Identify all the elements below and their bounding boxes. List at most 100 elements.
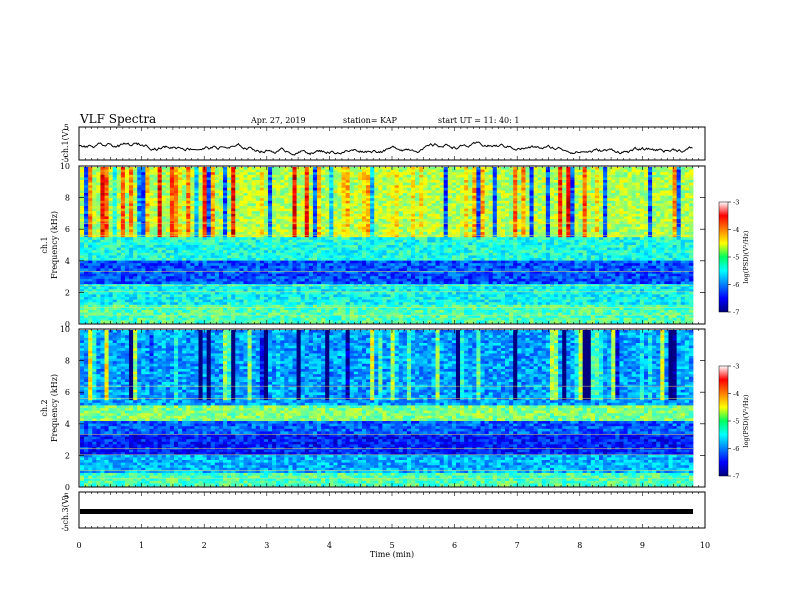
spectrogram-cell	[402, 180, 408, 183]
spectrogram-cell	[88, 203, 93, 207]
spectrogram-cell	[398, 200, 404, 204]
spectrogram-cell	[165, 245, 171, 248]
spectrogram-cell	[255, 232, 261, 235]
spectrogram-cell	[267, 239, 273, 243]
spectrogram-cell	[386, 239, 391, 243]
spectrogram-cell	[325, 219, 330, 222]
spectrogram-cell	[239, 245, 244, 248]
spectrogram-cell	[321, 258, 326, 261]
spectrogram-cell	[267, 213, 273, 217]
spectrogram-cell	[133, 299, 138, 303]
spectrogram-cell	[227, 307, 232, 311]
spectrogram-cell	[112, 291, 118, 295]
spectrogram-cell	[190, 299, 195, 303]
spectrogram-cell	[296, 245, 302, 248]
spectrogram-cell	[292, 187, 297, 191]
spectrogram-cell	[394, 198, 400, 202]
spectrogram-cell	[300, 174, 306, 178]
spectrogram-cell	[398, 291, 404, 295]
spectrogram-cell	[169, 278, 175, 282]
spectrogram-cell	[194, 208, 199, 212]
spectrogram-cell	[259, 190, 265, 194]
spectrogram-cell	[337, 239, 342, 243]
spectrogram-cell	[227, 297, 232, 300]
spectrogram-cell	[133, 208, 138, 212]
spectrogram-cell	[92, 317, 97, 321]
spectrogram-cell	[104, 258, 110, 261]
spectrogram-cell	[120, 211, 126, 215]
spectrogram-cell	[161, 263, 167, 267]
spectrogram-cell	[223, 174, 228, 178]
spectrogram-cell	[374, 190, 379, 194]
spectrogram-cell	[370, 245, 375, 248]
spectrogram-cell	[243, 190, 248, 194]
spectrogram-cell	[321, 232, 326, 235]
spectrogram-cell	[223, 224, 228, 228]
spectrogram-cell	[141, 219, 146, 222]
spectrogram-cell	[251, 286, 257, 290]
spectrogram-cell	[402, 310, 408, 313]
spectrogram-cell	[214, 312, 220, 316]
spectrogram-cell	[325, 268, 330, 272]
spectrogram-cell	[398, 206, 404, 209]
spectrogram-cell	[296, 252, 302, 256]
spectrogram-cell	[129, 226, 134, 230]
spectrogram-cell	[321, 271, 326, 274]
spectrogram-cell	[296, 273, 302, 277]
spectrogram-cell	[108, 273, 114, 277]
spectrogram-cell	[304, 289, 310, 293]
spectrogram-cell	[243, 208, 248, 212]
spectrogram-cell	[296, 294, 302, 298]
spectrogram-cell	[239, 304, 244, 308]
spectrogram-cell	[88, 239, 93, 243]
spectrogram-cell	[382, 237, 387, 241]
spectrogram-cell	[100, 213, 105, 217]
spectrogram-cell	[165, 203, 171, 207]
spectrogram-cell	[120, 263, 126, 267]
spectrogram-cell	[202, 193, 208, 196]
spectrogram-cell	[108, 213, 114, 217]
spectrogram-cell	[169, 320, 175, 324]
spectrogram-cell	[84, 302, 89, 306]
spectrogram-cell	[108, 232, 114, 235]
spectrogram-cell	[378, 167, 383, 170]
spectrogram-cell	[124, 255, 130, 259]
spectrogram-cell	[357, 320, 363, 324]
spectrogram-cell	[296, 177, 302, 181]
spectrogram-cell	[92, 219, 97, 222]
spectrogram-cell	[137, 190, 142, 194]
spectrogram-cell	[361, 307, 367, 311]
spectrogram-cell	[137, 278, 142, 282]
spectrogram-cell	[247, 289, 253, 293]
spectrogram-cell	[411, 224, 416, 228]
spectrogram-cell	[194, 320, 199, 324]
spectrogram-cell	[361, 167, 367, 170]
spectrogram-cell	[96, 320, 101, 324]
spectrogram-cell	[84, 237, 89, 241]
spectrogram-cell	[374, 229, 379, 233]
spectrogram-cell	[374, 245, 379, 248]
spectrogram-cell	[333, 297, 338, 300]
spectrogram-cell	[267, 315, 273, 319]
spectrogram-cell	[161, 268, 167, 272]
spectrogram-cell	[161, 185, 167, 189]
spectrogram-cell	[210, 216, 216, 220]
spectrogram-cell	[194, 190, 199, 194]
spectrogram-cell	[304, 180, 310, 183]
spectrogram-cell	[317, 294, 322, 298]
spectrogram-cell	[288, 200, 293, 204]
spectrogram-cell	[206, 232, 212, 235]
spectrogram-cell	[325, 216, 330, 220]
spectrogram-cell	[149, 198, 154, 202]
spectrogram-cell	[182, 219, 187, 222]
spectrogram-cell	[304, 187, 310, 191]
spectrogram-cell	[124, 278, 130, 282]
spectrogram-cell	[386, 242, 391, 246]
spectrogram-cell	[406, 281, 412, 285]
spectrogram-cell	[353, 289, 359, 293]
spectrogram-cell	[108, 198, 114, 202]
spectrogram-cell	[415, 281, 420, 285]
spectrogram-cell	[255, 195, 261, 199]
spectrogram-cell	[308, 208, 314, 212]
spectrogram-cell	[411, 299, 416, 303]
